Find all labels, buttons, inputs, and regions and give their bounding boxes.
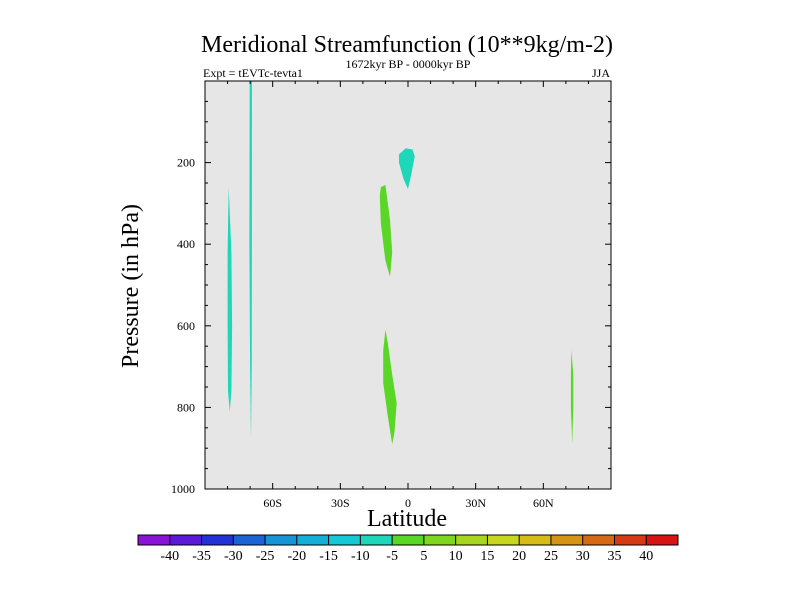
colorbar-swatch [646,535,679,545]
x-tick-label: 30S [331,496,350,510]
colorbar-swatch [265,535,298,545]
y-tick-label: 200 [177,156,195,170]
colorbar-swatch [392,535,425,545]
colorbar-swatch [519,535,552,545]
colorbar-label: 10 [449,549,463,564]
colorbar-swatch [233,535,266,545]
colorbar-swatch [296,535,329,545]
colorbar-label: -40 [160,549,179,564]
contour-pos-cell-10s-upper [379,185,393,277]
colorbar-label: 5 [420,549,427,564]
x-tick-label: 0 [405,496,411,510]
colorbar-label: -5 [386,549,398,564]
colorbar-swatch [328,535,361,545]
contour-pos-band-73n [570,350,574,445]
contour-neg-band-80s [227,187,233,412]
contour-regions [227,81,574,445]
chart-subtitle-center: 1672kyr BP - 0000kyr BP [346,57,471,71]
colorbar-swatch [138,535,171,545]
colorbar-swatch [550,535,584,545]
chart-subtitle-left: Expt = tEVTc-tevta1 [203,66,303,80]
colorbar-swatch [201,535,234,545]
colorbar-label: -25 [256,549,275,564]
x-tick-label: 30N [465,496,486,510]
colorbar-label: 40 [639,549,653,564]
y-tick-label: 1000 [171,482,195,496]
contour-pos-cell-10s-lower [383,329,397,445]
y-axis-title: Pressure (in hPa) [118,204,144,368]
x-tick-label: 60N [533,496,554,510]
colorbar-swatch [169,535,202,545]
y-tick-label: 400 [177,237,195,251]
colorbar-label: 35 [607,549,621,564]
colorbar-frame [137,534,679,546]
axis-ticks: 60S 30S 0 30N 60N 200 400 600 800 1000 [171,81,611,510]
colorbar-swatch [487,535,520,545]
colorbar-swatch [455,535,488,545]
colorbar-label: -20 [287,549,306,564]
chart-title: Meridional Streamfunction (10**9kg/m-2) [201,32,613,58]
contour-neg-cell-equator-upper [399,148,415,190]
y-tick-label: 800 [177,400,195,414]
colorbar-swatch [423,535,457,545]
colorbar-swatch [582,535,615,545]
colorbar-label: 15 [480,549,494,564]
plot-area [205,81,611,489]
colorbar-swatch [614,535,647,545]
colorbar-label: 30 [576,549,590,564]
colorbar: -40 -35 -30 -25 -20 -15 -10 -5 5 10 15 20 25 30 35 40 [137,534,679,564]
colorbar-label: -30 [224,549,243,564]
chart-subtitle-right: JJA [592,66,610,80]
colorbar-label: 20 [512,549,526,564]
colorbar-label: -10 [351,549,370,564]
colorbar-label: -15 [319,549,338,564]
x-tick-label: 60S [263,496,282,510]
colorbar-label: -35 [192,549,211,564]
x-axis-title: Latitude [367,506,447,532]
colorbar-swatch [360,535,393,545]
contour-neg-band-70s [249,81,252,440]
y-tick-label: 600 [177,319,195,333]
colorbar-label: 25 [544,549,558,564]
